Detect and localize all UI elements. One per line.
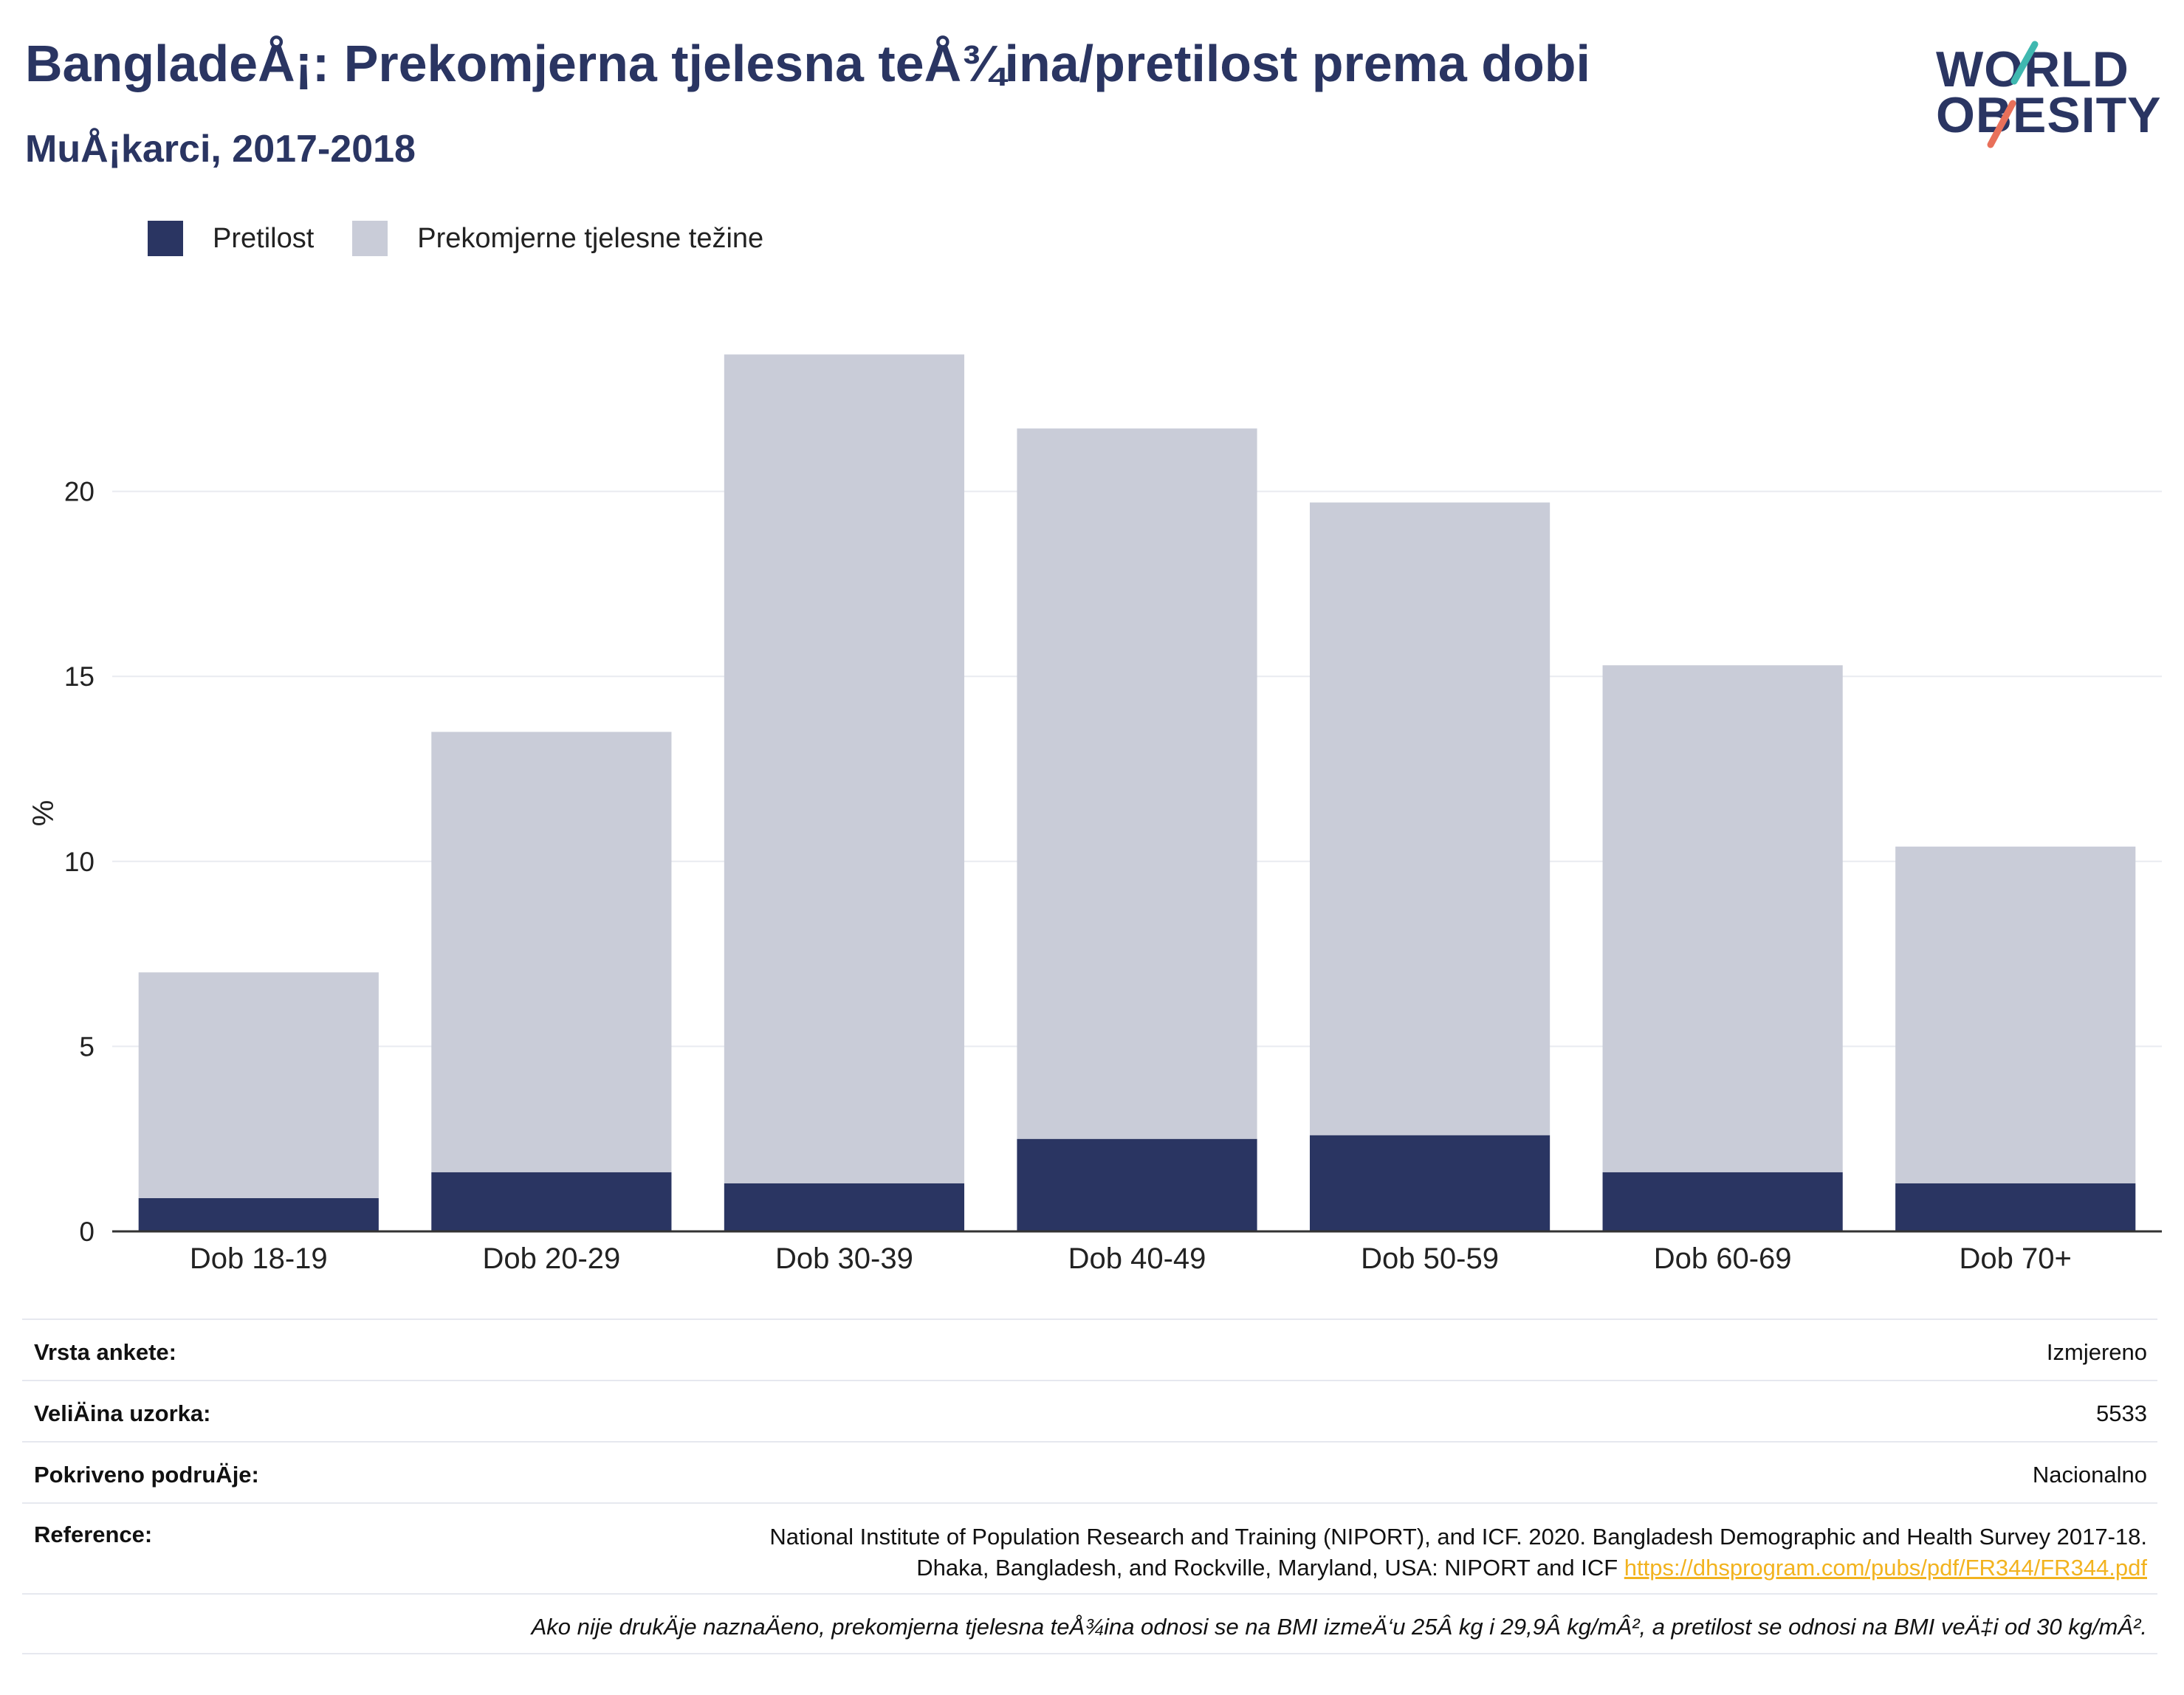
x-tick-label: Dob 30-39 <box>775 1242 913 1275</box>
x-tick-label: Dob 60-69 <box>1654 1242 1792 1275</box>
bar-overweight[interactable] <box>1310 503 1550 1135</box>
y-axis-label: % <box>27 800 60 827</box>
x-tick-label: Dob 70+ <box>1960 1242 2072 1275</box>
reference-line-2: Dhaka, Bangladesh, and Rockville, Maryla… <box>769 1553 2147 1584</box>
coverage-value: Nacionalno <box>2033 1462 2147 1488</box>
reference-text: National Institute of Population Researc… <box>769 1522 2147 1584</box>
info-row-survey-type: Vrsta ankete: Izmjereno <box>22 1318 2157 1380</box>
x-tick-label: Dob 40-49 <box>1068 1242 1206 1275</box>
y-tick-label: 20 <box>64 477 95 507</box>
y-tick-label: 15 <box>64 661 95 692</box>
survey-info-table: Vrsta ankete: Izmjereno VeliÄ ina uzorka… <box>22 1318 2157 1654</box>
bar-obesity[interactable] <box>724 1183 964 1231</box>
bar-obesity[interactable] <box>431 1172 671 1231</box>
bar-obesity[interactable] <box>1310 1135 1550 1231</box>
bar-overweight[interactable] <box>139 972 379 1198</box>
info-row-coverage: Pokriveno podruÄ je: Nacionalno <box>22 1441 2157 1502</box>
bar-overweight[interactable] <box>724 354 964 1183</box>
info-row-reference: Reference: National Institute of Populat… <box>22 1502 2157 1593</box>
bar-overweight[interactable] <box>1895 847 2135 1183</box>
reference-line-1: National Institute of Population Researc… <box>769 1522 2147 1553</box>
info-row-sample-size: VeliÄ ina uzorka: 5533 <box>22 1380 2157 1441</box>
reference-label: Reference: <box>34 1522 152 1548</box>
y-tick-label: 10 <box>64 847 95 877</box>
y-tick-label: 0 <box>79 1217 95 1247</box>
x-tick-label: Dob 18-19 <box>190 1242 328 1275</box>
reference-line-2-text: Dhaka, Bangladesh, and Rockville, Maryla… <box>916 1555 1618 1581</box>
bar-overweight[interactable] <box>1603 665 1843 1172</box>
bar-overweight[interactable] <box>431 732 671 1172</box>
footnote-text: Ako nije drukÄ je naznaÄ eno, prekomjern… <box>532 1614 2147 1640</box>
reference-link[interactable]: https://dhsprogram.com/pubs/pdf/FR344/FR… <box>1624 1555 2147 1581</box>
bar-obesity[interactable] <box>139 1198 379 1231</box>
survey-type-label: Vrsta ankete: <box>34 1339 176 1366</box>
y-tick-label: 5 <box>79 1031 95 1062</box>
info-row-footnote: Ako nije drukÄ je naznaÄ eno, prekomjern… <box>22 1593 2157 1654</box>
sample-size-value: 5533 <box>2096 1400 2147 1427</box>
bar-overweight[interactable] <box>1017 428 1257 1138</box>
bar-chart: 0 5 10 15 20% Dob 18-19 Dob 20-29 Dob 30-39 Dob … <box>0 0 2184 1299</box>
sample-size-label: VeliÄ ina uzorka: <box>34 1400 210 1427</box>
bar-obesity[interactable] <box>1895 1183 2135 1231</box>
x-tick-label: Dob 50-59 <box>1361 1242 1499 1275</box>
bar-obesity[interactable] <box>1017 1139 1257 1231</box>
x-tick-label: Dob 20-29 <box>482 1242 620 1275</box>
survey-type-value: Izmjereno <box>2047 1339 2147 1366</box>
bar-obesity[interactable] <box>1603 1172 1843 1231</box>
coverage-label: Pokriveno podruÄ je: <box>34 1462 259 1488</box>
